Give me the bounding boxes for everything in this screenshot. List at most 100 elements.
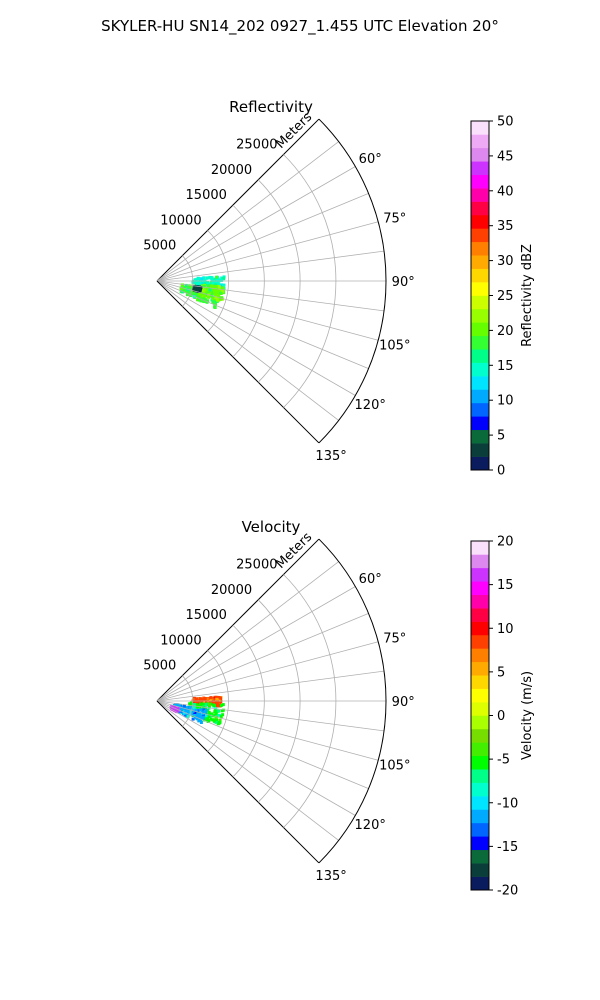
grid-spoke [156,280,356,396]
colorbar-tick-label: 30 [497,254,514,269]
echo-gate [222,277,226,281]
sector-outer-arc [318,118,387,444]
echo-gate [204,714,208,718]
echo-gate [203,290,207,294]
grid-spoke [156,700,385,732]
colorbar-tick-label: 15 [497,578,514,593]
colorbar-swatch [471,836,489,851]
grid-spoke [156,141,339,282]
echo-gate [202,300,206,303]
echo-gate [215,718,219,722]
echo-gate [217,294,221,298]
echo-gate [215,697,219,701]
colorbar-swatch [471,541,489,555]
echo-gate [204,702,208,706]
echo-gate [215,291,219,295]
echo-gate [216,298,220,302]
echo-gate [193,278,197,282]
colorbar-tick-label: 15 [497,359,514,374]
colorbar-swatch [471,581,489,595]
colorbar-swatch [471,228,489,243]
colorbar-swatch [471,121,489,135]
echo-gate [220,276,224,280]
echo-gate [215,289,219,293]
echo-gate [193,710,197,714]
echo-gate [210,698,214,702]
colorbar-swatch [471,715,489,730]
colorbar: 0 5 10 15 20 25 30 35 40 45 50 Reflectivity dBZ [470,115,535,479]
echo-gate [202,298,205,302]
colorbar-tick-label: 40 [497,184,514,199]
echo-gate [211,297,215,301]
echo-gate [213,293,217,297]
echo-gate [206,289,210,293]
angle-tick-label: 105° [379,759,410,774]
colorbar-swatch [471,809,489,824]
colorbar-swatch [471,675,489,689]
colorbar-swatch [471,389,489,404]
angle-tick-label: 75° [383,211,406,226]
range-tick-label: 5000 [143,239,176,254]
echo-gate [199,708,202,712]
colorbar-swatch [471,702,489,716]
echo-gate [206,299,210,303]
echo-gate [217,713,221,717]
echo-gate [184,709,188,713]
colorbar-tick-label: 10 [497,394,514,409]
range-tick-label: 10000 [160,633,201,648]
colorbar-swatch [471,688,489,703]
echo-gate [217,698,221,702]
grid-ring [232,204,265,358]
echo-gate [199,718,203,722]
echo-gate [215,280,219,284]
echo-gate [182,704,186,708]
echo-gate [219,715,223,718]
echo-gate [185,293,189,297]
grid-ring [283,574,337,828]
echo-gate [200,716,204,720]
grid-spoke [156,670,385,702]
echo-gate [214,720,218,724]
colorbar-tick-label: -5 [497,753,510,768]
echo-gate [207,704,211,708]
echo-gate [197,298,201,302]
echo-gate [207,719,211,723]
echo-gate [214,712,218,715]
colorbar-swatch [471,554,489,569]
colorbar-swatch [471,594,489,609]
colorbar-tick-label: 5 [497,665,505,680]
echo-gate [196,289,200,293]
echo-gate [200,699,204,702]
grid-spoke [156,700,339,841]
colorbar-tick-label: 45 [497,149,514,164]
grid-ring [182,675,194,727]
echo-gate [209,717,213,721]
echo-gate [198,712,202,716]
echo-gate [200,294,204,298]
range-tick-label: 20000 [211,583,252,598]
echo-gate [203,697,207,700]
echo-gate [222,275,226,279]
echo-gate [195,697,198,701]
echo-gate [194,708,198,712]
echo-gate [207,714,211,718]
echo-gate [221,713,225,717]
echo-gate [202,700,206,704]
figure-title: SKYLER-HU SN14_202 0927_1.455 UTC Elevat… [101,17,499,36]
echo-gate [200,297,204,301]
echo-gate [186,715,190,718]
colorbar-tick-label: -15 [497,840,518,855]
range-tick-label: 20000 [211,163,252,178]
echo-gate [176,703,180,707]
colorbar-tick-label: 0 [497,464,505,479]
echo-gate [202,698,206,702]
echo-gate [210,292,214,296]
grid-spoke [156,166,356,282]
colorbar-swatch [471,621,489,636]
echo-gate [195,282,199,286]
echo-gate [218,700,222,704]
echo-gate [197,719,201,723]
echo-gate [201,702,205,706]
echo-gate [207,712,211,716]
